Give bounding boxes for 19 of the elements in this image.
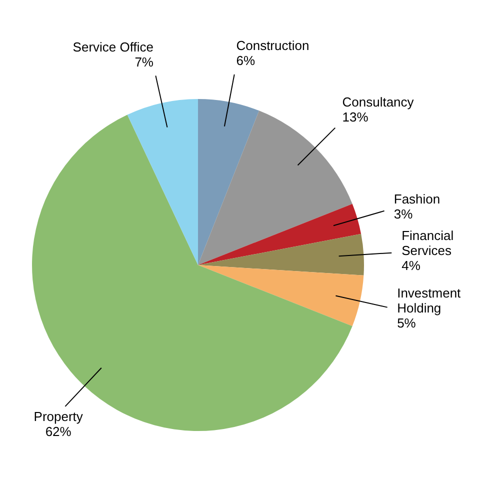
data-label: 4% — [402, 258, 421, 274]
pie-slice — [198, 265, 364, 326]
slice-label: Consultancy — [342, 94, 414, 110]
pie-slice — [198, 234, 364, 276]
pie-slice — [127, 99, 198, 265]
data-label: 62% — [45, 424, 72, 440]
slice-label: Service Office — [72, 40, 154, 55]
slice-label: Fashion — [394, 192, 440, 208]
pie-slice — [198, 204, 362, 265]
slice-label: Property — [34, 410, 84, 425]
data-label: 13% — [342, 110, 369, 125]
slice-label: Investment Holding — [397, 286, 462, 316]
data-label: 3% — [394, 207, 414, 222]
data-label: 5% — [397, 316, 416, 331]
pie-slice — [198, 99, 260, 265]
data-label: 7% — [134, 54, 154, 70]
slice-label: Construction — [236, 38, 310, 54]
data-label: 6% — [236, 54, 256, 69]
slice-label: Financial Services — [402, 228, 454, 259]
